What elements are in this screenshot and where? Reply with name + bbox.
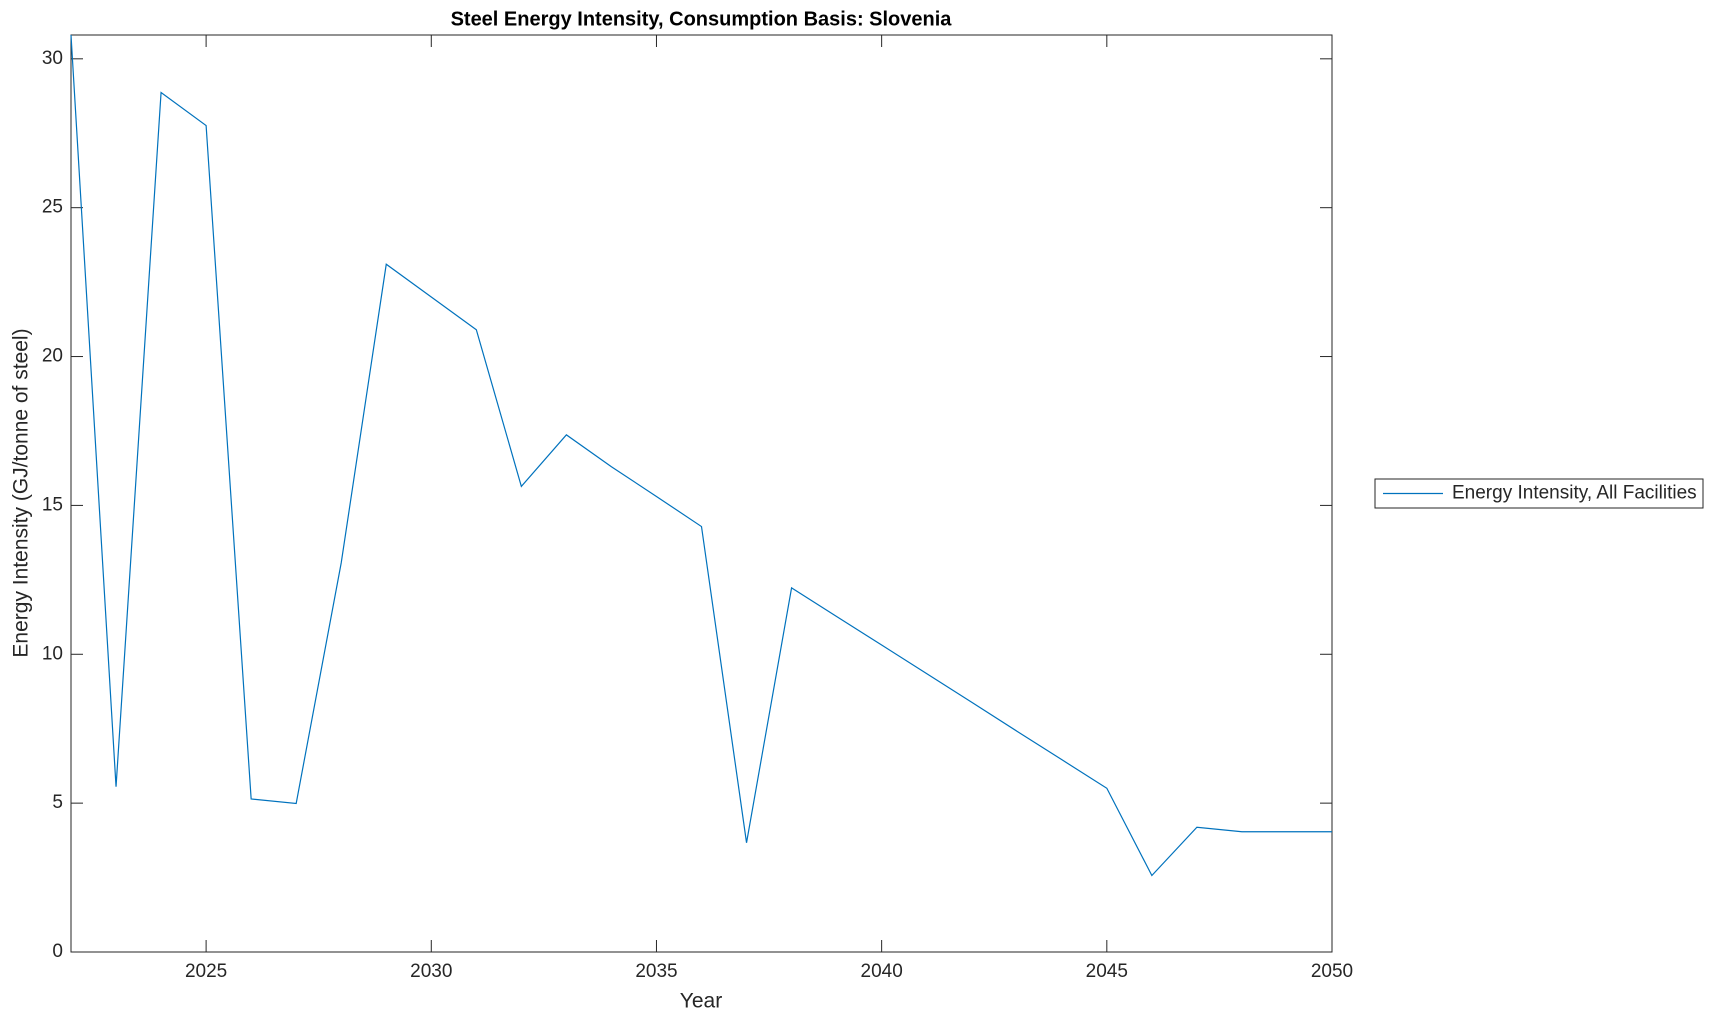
x-tick-label: 2045 (1086, 961, 1128, 982)
y-tick-label: 20 (42, 346, 63, 367)
chart-title: Steel Energy Intensity, Consumption Basi… (451, 8, 953, 30)
x-axis-title: Year (680, 990, 722, 1013)
y-tick-label: 30 (42, 48, 63, 69)
y-tick-label: 5 (52, 792, 63, 813)
y-tick-label: 10 (42, 643, 63, 664)
data-line (70, 34, 1332, 877)
x-tick-label: 2030 (410, 961, 452, 982)
x-tick-label: 2035 (635, 961, 677, 982)
legend-label: Energy Intensity, All Facilities (1452, 483, 1697, 504)
y-axis-title: Energy Intensity (GJ/tonne of steel) (10, 328, 33, 657)
y-tick-label: 15 (42, 494, 63, 515)
plot-area (70, 34, 1333, 953)
y-tick-label: 25 (42, 197, 63, 218)
x-tick-label: 2040 (861, 961, 903, 982)
x-tick-label: 2025 (185, 961, 227, 982)
x-tick-label: 2050 (1311, 961, 1353, 982)
y-tick-label: 0 (52, 941, 63, 962)
